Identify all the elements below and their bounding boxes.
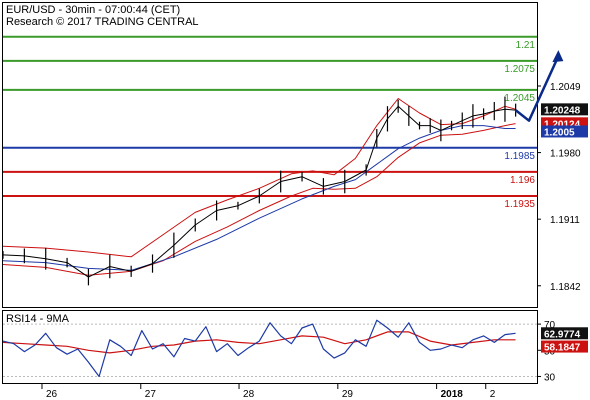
date-axis-label: 28 [243, 389, 255, 400]
price-axis-label: 1.2049 [550, 82, 581, 93]
rsi-line [2, 319, 516, 378]
price-axis-label: 1.1911 [550, 215, 580, 226]
price-tag-label-upper_band: 1.20124 [544, 119, 581, 130]
level-label-target: 1.2075 [504, 64, 535, 75]
rsi-axis-label: 30 [544, 372, 556, 383]
rsi-tag-label-rsi: 62.9774 [544, 329, 581, 340]
rsi-tag-rsi [541, 327, 588, 340]
level-label-support: 1.1935 [504, 199, 535, 210]
date-axis-label: 2 [490, 389, 496, 400]
price-tag-upper_band [541, 117, 588, 130]
rsi-plot [2, 319, 537, 378]
rsi-tag-label-ma: 58.1847 [544, 343, 581, 354]
price-panel-frame [2, 2, 538, 308]
chart-copyright: Research © 2017 TRADING CENTRAL [6, 16, 199, 28]
level-label-target: 1.21 [516, 40, 536, 51]
rsi-ma-line [2, 331, 516, 354]
date-axis-label: 29 [342, 389, 354, 400]
price-axis-label: 1.1842 [550, 282, 581, 293]
level-label-pivot: 1.1985 [504, 151, 535, 162]
price-tag-ma [541, 125, 588, 138]
rsi-axis-label: 70 [544, 320, 556, 331]
date-axis-label: 26 [46, 389, 58, 400]
level-label-support: 1.196 [510, 175, 535, 186]
upper-bollinger-band [2, 98, 516, 258]
rsi-tag-ma [541, 340, 588, 353]
price-axis-label: 1.1980 [550, 149, 581, 160]
price-tag-last [541, 103, 588, 116]
price-series [2, 105, 516, 278]
projection-arrow [514, 55, 560, 122]
rsi-title: RSI14 - 9MA [6, 313, 70, 325]
date-axis-label: 2018 [441, 389, 464, 400]
level-label-target: 1.2045 [504, 93, 535, 104]
chart-title: EUR/USD - 30min - 07:00:44 (CET) [6, 4, 180, 16]
price-tag-label-ma: 1.2005 [544, 127, 575, 138]
price-tag-label-last: 1.20248 [544, 105, 581, 116]
projection-arrowhead [552, 50, 564, 63]
date-axis-label: 27 [145, 389, 157, 400]
price-plot: 1.21 1.2075 1.2045 1.1985 1.196 1.1935 [2, 35, 564, 286]
